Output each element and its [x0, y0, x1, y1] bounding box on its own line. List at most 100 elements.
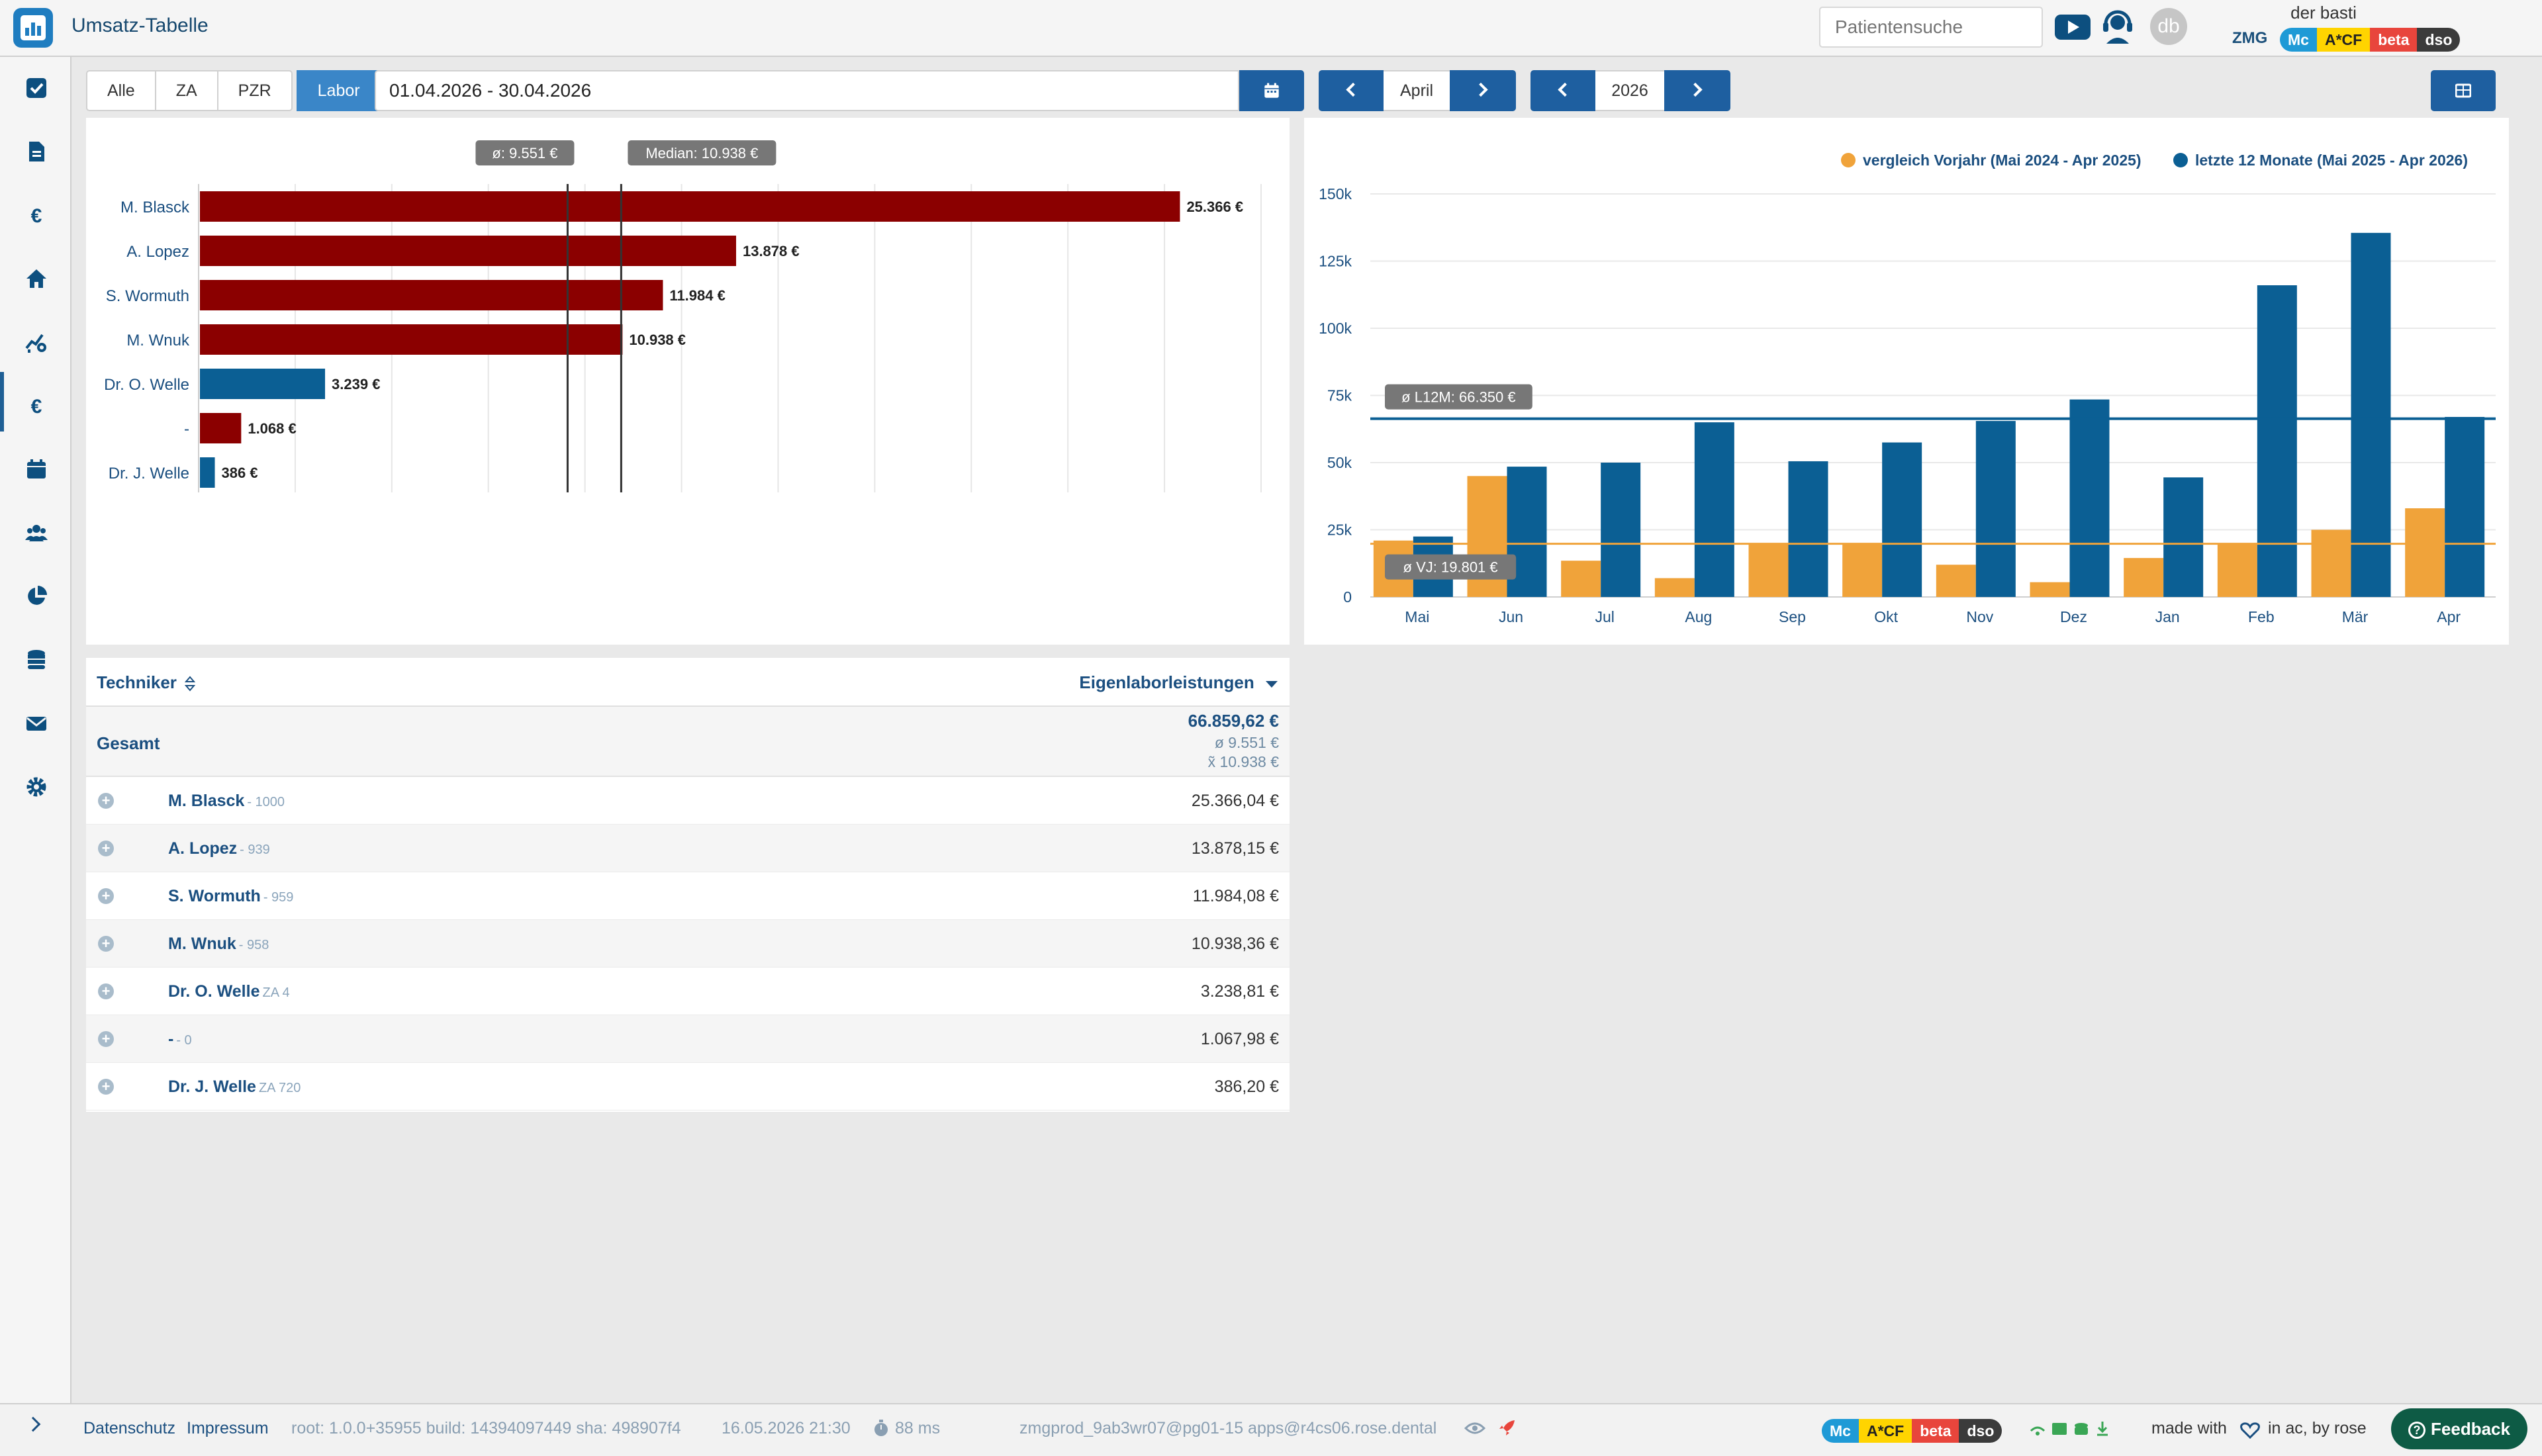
patient-search-input[interactable]	[1820, 8, 2042, 46]
technician-name-text: Dr. O. Welle	[168, 982, 260, 1001]
reference-label: Median: 10.938 €	[645, 145, 758, 161]
patient-search-field[interactable]	[1819, 7, 2043, 48]
technician-id: - 939	[240, 842, 270, 857]
y-tick-label: 50k	[1327, 454, 1352, 471]
tag-acf: A*CF	[1858, 1419, 1912, 1443]
rocket-icon[interactable]	[1497, 1418, 1517, 1437]
stopwatch-icon	[874, 1420, 888, 1436]
expand-row-icon[interactable]: +	[98, 983, 114, 999]
month-prev-button[interactable]	[1319, 70, 1384, 111]
tag-beta: beta	[1912, 1419, 1959, 1443]
y-tick-label: 25k	[1327, 522, 1352, 539]
table-row[interactable]: + - - 0 1.067,98 €	[86, 1015, 1290, 1063]
expand-row-icon[interactable]: +	[98, 936, 114, 952]
date-range-input[interactable]: 01.04.2026 - 30.04.2026	[375, 70, 1239, 111]
database-icon[interactable]	[25, 649, 48, 671]
technician-name-text: -	[168, 1030, 174, 1048]
x-tick-label: Mär	[2342, 608, 2369, 625]
column-header-techniker-label: Techniker	[97, 672, 177, 692]
year-next-button[interactable]	[1664, 70, 1730, 111]
chart-settings-icon[interactable]	[25, 331, 48, 353]
technician-id: ZA 4	[262, 985, 290, 1000]
bar-last-12-months	[2163, 477, 2204, 597]
expand-row-icon[interactable]: +	[98, 793, 114, 809]
table-row[interactable]: + M. Wnuk - 958 10.938,36 €	[86, 920, 1290, 968]
chevron-right-icon	[1688, 82, 1703, 97]
x-tick-label: Nov	[1966, 608, 1993, 625]
gear-icon[interactable]	[25, 776, 48, 798]
category-label: A. Lopez	[126, 243, 189, 261]
month-next-button[interactable]	[1450, 70, 1516, 111]
bar-previous-year	[2217, 544, 2257, 597]
x-tick-label: Aug	[1685, 608, 1712, 625]
technician-name: -- 0	[168, 1030, 192, 1049]
calendar-icon	[1264, 83, 1279, 98]
y-tick-label: 75k	[1327, 387, 1352, 404]
checkbox-icon[interactable]	[25, 77, 48, 99]
calendar-picker-button[interactable]	[1239, 70, 1304, 111]
tab-za[interactable]: ZA	[156, 70, 218, 111]
euro-icon[interactable]: €	[25, 394, 48, 417]
table-row[interactable]: + Dr. J. Welle ZA 720 386,20 €	[86, 1063, 1290, 1111]
users-icon[interactable]	[25, 522, 48, 544]
expand-row-icon[interactable]: +	[98, 841, 114, 856]
video-play-icon[interactable]	[2055, 15, 2091, 40]
app-logo-icon[interactable]	[13, 8, 53, 48]
bar-previous-year	[2405, 508, 2445, 597]
tab-pzr[interactable]: PZR	[218, 70, 293, 111]
bar-last-12-months	[1694, 422, 1734, 597]
status-icons	[2030, 1422, 2108, 1436]
technician-revenue: 1.067,98 €	[1200, 1030, 1279, 1048]
bar-last-12-months	[2445, 416, 2485, 597]
expand-row-icon[interactable]: +	[98, 1079, 114, 1095]
org-label: ZMG	[2232, 29, 2268, 47]
category-label: -	[184, 420, 189, 438]
tab-alle[interactable]: Alle	[86, 70, 156, 111]
bar	[200, 236, 736, 266]
mail-icon[interactable]	[25, 712, 48, 735]
table-row[interactable]: + Dr. O. Welle ZA 4 3.238,81 €	[86, 968, 1290, 1015]
expand-row-icon[interactable]: +	[98, 888, 114, 904]
bar	[200, 324, 623, 355]
table-view-button[interactable]	[2431, 70, 2496, 111]
tab-labor[interactable]: Labor	[296, 70, 381, 111]
year-prev-button[interactable]	[1530, 70, 1595, 111]
technician-id: ZA 720	[258, 1081, 301, 1095]
bar-last-12-months	[1882, 442, 1922, 597]
sidebar-expand-chevron-icon[interactable]	[25, 1416, 41, 1432]
technician-id: - 1000	[247, 795, 285, 809]
bar-previous-year	[2124, 558, 2164, 597]
document-icon[interactable]	[25, 140, 48, 163]
column-header-eigenlabor[interactable]: Eigenlaborleistungen	[1079, 672, 1279, 693]
home-icon[interactable]	[25, 267, 48, 290]
user-name: der basti	[2290, 3, 2357, 23]
made-by-label: in ac, by rose	[2268, 1419, 2367, 1437]
x-tick-label: Jan	[2155, 608, 2180, 625]
impressum-link[interactable]: Impressum	[187, 1419, 269, 1437]
eye-icon[interactable]	[1464, 1420, 1485, 1436]
expand-row-icon[interactable]: +	[98, 1031, 114, 1047]
datenschutz-link[interactable]: Datenschutz	[83, 1419, 175, 1437]
bar-previous-year	[1748, 543, 1789, 597]
calendar-icon[interactable]	[25, 458, 48, 480]
user-avatar[interactable]: db	[2150, 8, 2187, 45]
pie-chart-icon[interactable]	[25, 585, 48, 608]
legend-label: letzte 12 Monate (Mai 2025 - Apr 2026)	[2195, 152, 2468, 169]
bar	[200, 457, 215, 488]
table-row[interactable]: + A. Lopez - 939 13.878,15 €	[86, 825, 1290, 872]
technician-revenue: 3.238,81 €	[1200, 982, 1279, 1001]
y-tick-label: 100k	[1319, 320, 1352, 337]
table-row[interactable]: + M. Blasck - 1000 25.366,04 €	[86, 777, 1290, 825]
env-tags: Mc A*CF beta dso	[2280, 28, 2461, 52]
technician-name-text: M. Wnuk	[168, 934, 236, 953]
column-header-techniker[interactable]: Techniker	[97, 672, 196, 693]
legend-marker	[1841, 153, 1856, 167]
build-timestamp: 16.05.2026 21:30	[722, 1419, 851, 1437]
euro-icon[interactable]: €	[25, 204, 48, 226]
feedback-button[interactable]: ? Feedback	[2391, 1408, 2527, 1449]
x-tick-label: Jun	[1499, 608, 1523, 625]
category-label: Dr. O. Welle	[104, 376, 189, 394]
table-row[interactable]: + S. Wormuth - 959 11.984,08 €	[86, 872, 1290, 920]
support-headset-icon[interactable]	[2100, 8, 2136, 45]
technician-name-text: Dr. J. Welle	[168, 1077, 256, 1096]
